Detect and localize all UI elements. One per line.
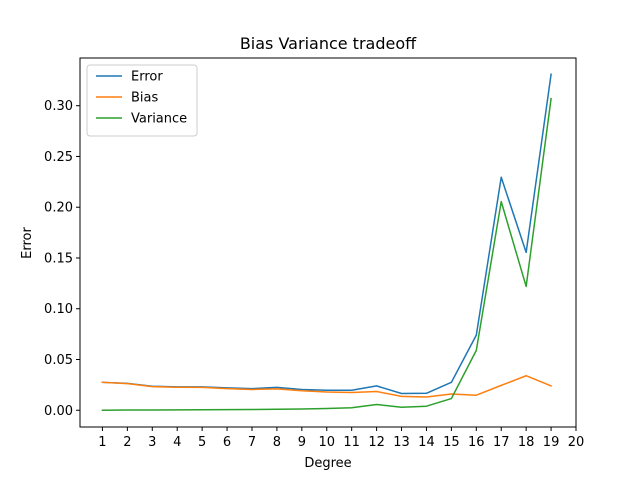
series-line-bias (101, 374, 553, 398)
y-tick-label: 0.00 (44, 404, 73, 419)
x-tick-label: 14 (418, 435, 435, 450)
legend-label-bias: Bias (131, 91, 158, 106)
legend-label-error: Error (131, 70, 163, 85)
x-tick-label: 12 (368, 435, 385, 450)
plot-frame (79, 57, 577, 428)
x-tick-label: 5 (198, 435, 206, 450)
y-tick-label: 0.05 (44, 353, 73, 368)
x-axis: 1 2 3 4 5 6 7 8 9 10 11 12 13 14 15 16 17 18 19 20 (98, 427, 584, 450)
x-tick-label: 18 (518, 435, 535, 450)
y-tick-label: 0.10 (44, 302, 73, 317)
x-tick-label: 13 (393, 435, 410, 450)
series-layer (101, 73, 553, 412)
legend-label-variance: Variance (131, 112, 187, 127)
y-tick-label: 0.25 (44, 150, 73, 165)
y-axis-label: Error (20, 227, 35, 259)
x-tick-label: 17 (493, 435, 510, 450)
legend: Error Bias Variance (86, 64, 198, 137)
x-tick-label: 16 (468, 435, 485, 450)
x-tick-label: 1 (98, 435, 106, 450)
x-tick-label: 2 (123, 435, 131, 450)
y-tick-label: 0.15 (44, 251, 73, 266)
x-tick-label: 6 (223, 435, 231, 450)
chart-title: Bias Variance tradeoff (240, 34, 417, 53)
y-tick-label: 0.20 (44, 201, 73, 216)
x-tick-label: 19 (543, 435, 560, 450)
x-tick-label: 9 (298, 435, 306, 450)
series-line-variance (101, 97, 552, 412)
x-tick-label: 11 (343, 435, 360, 450)
x-tick-label: 15 (443, 435, 460, 450)
y-tick-label: 0.30 (44, 99, 73, 114)
x-tick-label: 7 (248, 435, 256, 450)
x-tick-label: 10 (318, 435, 335, 450)
x-tick-label: 8 (273, 435, 281, 450)
x-axis-label: Degree (304, 456, 351, 471)
x-tick-label: 3 (148, 435, 156, 450)
x-tick-label: 20 (568, 435, 585, 450)
x-tick-label: 4 (173, 435, 181, 450)
y-axis: 0.00 0.05 0.10 0.15 0.20 0.25 0.30 (44, 99, 80, 419)
